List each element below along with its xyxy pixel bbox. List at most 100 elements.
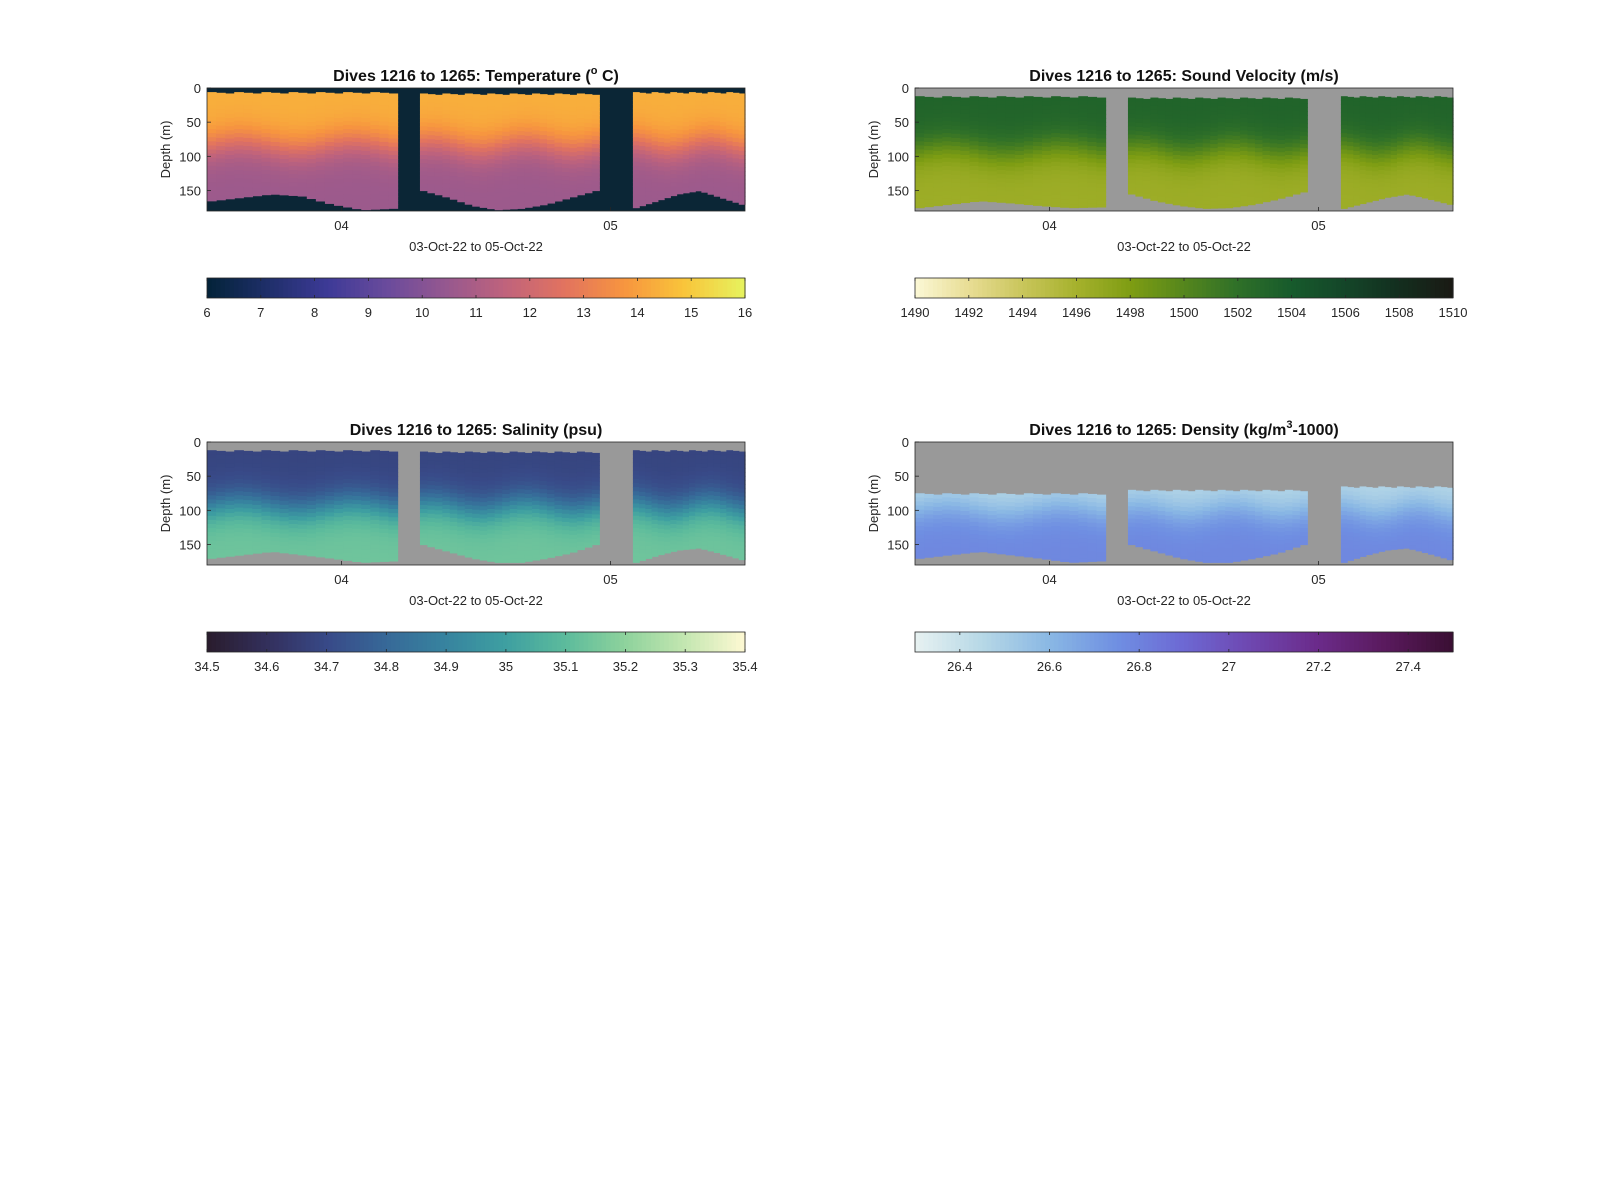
data-cell [225,554,235,557]
data-cell [1006,117,1016,122]
data-cell [1248,102,1256,107]
data-cell [243,187,253,192]
data-cell [652,549,659,554]
data-cell [1341,121,1348,126]
data-cell [298,97,308,102]
data-cell [1366,146,1373,151]
data-cell [639,146,646,151]
data-cell [334,464,344,469]
data-cell [1158,102,1166,107]
data-cell [457,539,465,544]
data-cell [1240,139,1248,144]
data-cell [370,467,380,472]
data-cell [510,484,518,489]
data-cell [652,133,659,138]
data-cell [487,180,495,185]
data-cell [658,475,665,480]
data-cell [569,132,577,137]
data-cell [569,543,577,548]
data-cell [307,175,317,180]
data-cell [1428,184,1435,189]
data-cell [554,476,562,481]
data-cell [1087,142,1097,147]
data-cell [207,516,217,521]
data-cell [942,150,952,155]
data-cell [1165,132,1173,137]
data-cell [334,480,344,485]
data-cell [739,196,746,201]
data-cell [695,105,702,110]
data-cell [997,166,1007,171]
data-cell [1087,179,1097,184]
data-cell [592,124,600,129]
data-cell [701,114,708,119]
data-cell [569,124,577,129]
data-cell [207,475,217,480]
data-cell [243,459,253,464]
data-cell [726,178,733,183]
data-cell [1069,139,1079,144]
data-cell [252,192,262,196]
data-cell [979,179,989,184]
data-cell [1360,199,1367,204]
data-cell [554,484,562,489]
data-cell [1277,107,1285,112]
data-cell [271,496,281,501]
data-cell [1158,152,1166,157]
data-cell [633,479,640,484]
data-cell [1409,163,1416,168]
data-cell [316,145,326,150]
data-cell [1248,119,1256,124]
data-cell [361,122,371,127]
data-cell [714,150,721,155]
data-cell [1240,143,1248,148]
data-cell [207,129,217,134]
data-cell [252,542,262,547]
data-cell [1078,207,1088,208]
data-cell [450,473,458,478]
data-cell [951,158,961,163]
data-cell [942,199,952,204]
data-cell [1277,132,1285,137]
data-cell [243,525,253,530]
data-cell [683,180,690,185]
data-cell [1240,102,1248,107]
data-cell [708,121,715,126]
data-cell [1060,162,1070,167]
data-cell [658,105,665,110]
colorbar-segment [1238,278,1243,298]
data-cell [633,561,640,563]
data-cell [658,117,665,122]
data-cell [652,170,659,175]
data-cell [1409,126,1416,131]
data-cell [234,141,244,146]
colorbar-tick-label: 1508 [1385,305,1414,320]
data-cell [988,196,998,201]
data-cell [1262,196,1270,201]
data-cell [532,143,540,148]
data-cell [1372,98,1379,103]
data-cell [207,191,217,196]
data-cell [1347,175,1354,180]
data-cell [739,159,746,164]
data-cell [540,172,548,177]
data-cell [510,505,518,510]
data-cell [1195,147,1203,152]
data-cell [442,126,450,131]
data-cell [1240,126,1248,131]
data-cell [517,465,525,470]
data-cell [1341,96,1348,101]
data-cell [343,524,353,529]
colorbar-segment [1188,278,1193,298]
data-cell [1024,158,1034,163]
colorbar-segment [301,278,306,298]
data-cell [225,476,235,481]
data-cell [1051,199,1061,204]
data-cell [370,133,380,138]
colorbar-tick-label: 1500 [1170,305,1199,320]
data-cell [271,471,281,476]
colorbar-segment [1076,278,1081,298]
data-cell [733,162,740,167]
data-cell [554,130,562,135]
data-cell [942,117,952,122]
